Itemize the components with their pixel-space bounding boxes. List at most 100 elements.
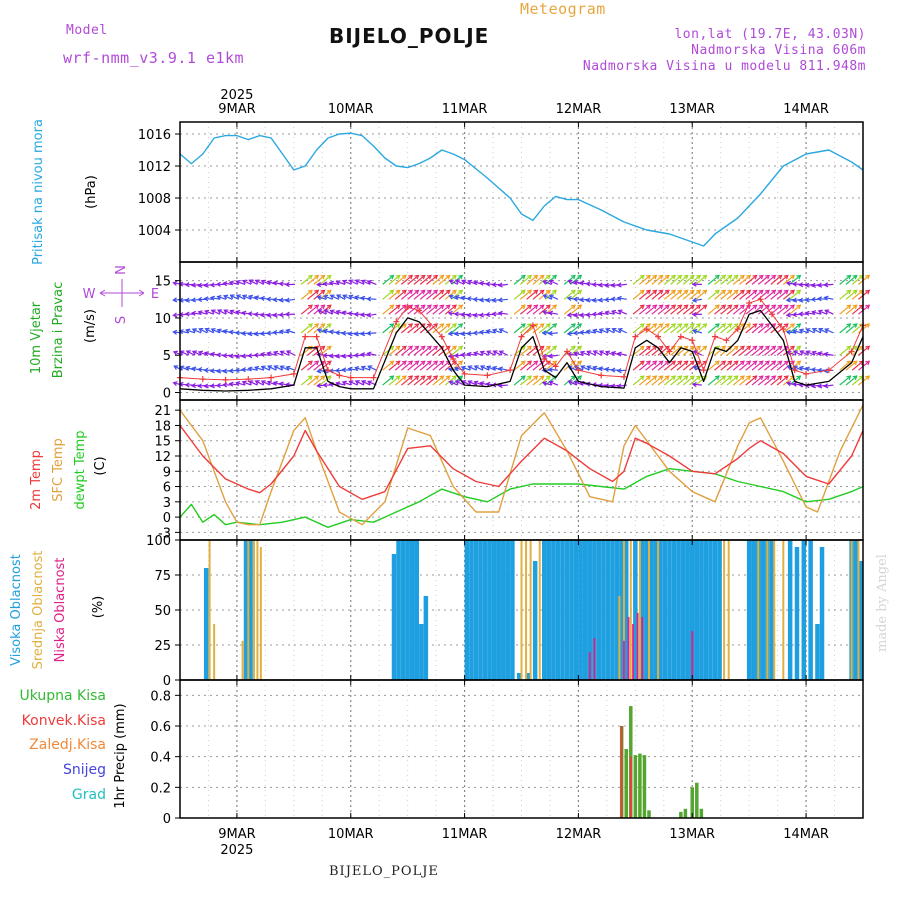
wind-arrow bbox=[745, 289, 757, 300]
wind-arrow-head bbox=[203, 367, 209, 373]
wind-arrow bbox=[651, 289, 664, 300]
wind-arrow-head bbox=[804, 297, 810, 303]
wind-arrow-head bbox=[414, 274, 420, 280]
wind-arrow-head bbox=[533, 375, 539, 381]
cloud-bar bbox=[667, 540, 672, 680]
x-year-label-top: 2025 bbox=[220, 88, 253, 103]
wind-arrow bbox=[313, 323, 325, 334]
wind-arrow bbox=[249, 279, 258, 285]
wind-arrow-head bbox=[260, 279, 266, 285]
wind-arrow bbox=[300, 289, 313, 300]
wind-arrow-head bbox=[272, 280, 278, 286]
wind-arrow-head bbox=[652, 375, 658, 381]
wind-arrow-head bbox=[453, 352, 459, 359]
wind-arrow-head bbox=[426, 304, 432, 310]
wind-arrow-head bbox=[746, 375, 752, 381]
wind-arrow-head bbox=[334, 367, 340, 374]
cloud-bar bbox=[532, 561, 538, 680]
wind-arrow-head bbox=[552, 304, 558, 310]
wind-arrow bbox=[770, 360, 782, 371]
wind-arrow-head bbox=[610, 282, 616, 288]
y-tick-label: 10 bbox=[154, 312, 171, 327]
cloud-bar bbox=[685, 540, 690, 680]
cloud-bar bbox=[638, 540, 641, 680]
wind-arrow-head bbox=[461, 279, 467, 285]
cloud-bar bbox=[516, 673, 522, 680]
wind-arrow-head bbox=[520, 360, 526, 366]
wind-arrow bbox=[413, 323, 426, 334]
wind-arrow-head bbox=[451, 375, 457, 381]
wind-arrow-head bbox=[664, 304, 670, 310]
wind-arrow-head bbox=[520, 375, 526, 381]
wind-arrow bbox=[548, 368, 558, 371]
wind-unit-label: (m/s) bbox=[83, 309, 98, 343]
wind-arrow bbox=[799, 329, 809, 334]
wind-arrow bbox=[467, 280, 477, 285]
wind-arrow-head bbox=[792, 297, 798, 303]
wind-arrow bbox=[307, 323, 319, 334]
wind-arrow-head bbox=[260, 380, 266, 385]
wind-arrow-head bbox=[727, 323, 733, 328]
wind-arrow-head bbox=[689, 360, 695, 366]
wind-arrow-head bbox=[552, 274, 558, 280]
wind-arrow bbox=[543, 294, 552, 300]
wind-arrow-head bbox=[765, 274, 770, 280]
x-date-label-top: 12MAR bbox=[556, 102, 602, 117]
wind-arrow-head bbox=[771, 304, 777, 310]
wind-arrow bbox=[468, 365, 477, 371]
wind-arrow bbox=[745, 274, 757, 285]
wind-arrow bbox=[526, 375, 538, 386]
wind-arrow-head bbox=[777, 289, 783, 295]
wind-arrow-head bbox=[758, 304, 764, 310]
wind-arrow-head bbox=[846, 274, 852, 280]
wind-arrow-head bbox=[408, 375, 414, 381]
precip-bar bbox=[679, 811, 683, 818]
wind-arrow bbox=[538, 274, 551, 285]
wind-arrow bbox=[720, 274, 732, 285]
wind-arrow-head bbox=[447, 310, 453, 316]
wind-arrow bbox=[645, 375, 657, 386]
wind-arrow-head bbox=[314, 360, 320, 366]
wind-arrow-head bbox=[783, 323, 789, 328]
wind-arrow-head bbox=[846, 375, 852, 381]
wind-arrow bbox=[726, 360, 739, 371]
wind-arrow-head bbox=[341, 279, 348, 285]
wind-arrow-head bbox=[527, 289, 533, 295]
wind-arrow-head bbox=[184, 311, 190, 317]
wind-arrow-head bbox=[786, 350, 792, 356]
wind-arrow bbox=[657, 304, 670, 315]
cloud-bar bbox=[208, 540, 211, 680]
wind-arrow-head bbox=[272, 329, 278, 336]
wind-arrow-head bbox=[597, 310, 603, 317]
wind-arrow bbox=[751, 375, 764, 386]
wind-arrow-head bbox=[566, 331, 572, 337]
sfc-temp-line bbox=[179, 404, 864, 526]
wind-arrow bbox=[764, 375, 776, 386]
wind-arrow bbox=[549, 294, 559, 300]
wind-arrow-head bbox=[865, 274, 871, 280]
cloud-bar bbox=[578, 540, 583, 680]
wind-arrow bbox=[498, 367, 508, 371]
wind-arrow-head bbox=[548, 294, 554, 300]
wind-arrow-head bbox=[639, 274, 645, 280]
wind-arrow bbox=[300, 274, 313, 285]
cloud-bar bbox=[505, 540, 511, 680]
precip-legend-label: Zaledj.Kisa bbox=[29, 737, 106, 753]
wind-arrow-head bbox=[733, 345, 739, 351]
model-elevation: Nadmorska Visina u modelu 811.948m bbox=[583, 59, 866, 74]
wind-arrow bbox=[818, 328, 828, 334]
wind-arrow bbox=[720, 289, 732, 300]
wind-arrow-head bbox=[491, 311, 497, 317]
cloud-bar bbox=[787, 540, 793, 680]
wind-arrow bbox=[845, 360, 858, 371]
wind-arrow-head bbox=[433, 323, 439, 328]
wind-arrow-head bbox=[254, 279, 260, 285]
cloud-bar bbox=[727, 540, 730, 680]
precip-bar bbox=[683, 808, 688, 818]
wind-arrow-head bbox=[783, 274, 789, 280]
wind-arrow bbox=[689, 375, 701, 386]
wind-arrow bbox=[342, 280, 352, 285]
y-tick-label: 9 bbox=[163, 465, 171, 480]
wind-arrow-head bbox=[591, 297, 597, 303]
wind-arrow-head bbox=[314, 375, 320, 381]
